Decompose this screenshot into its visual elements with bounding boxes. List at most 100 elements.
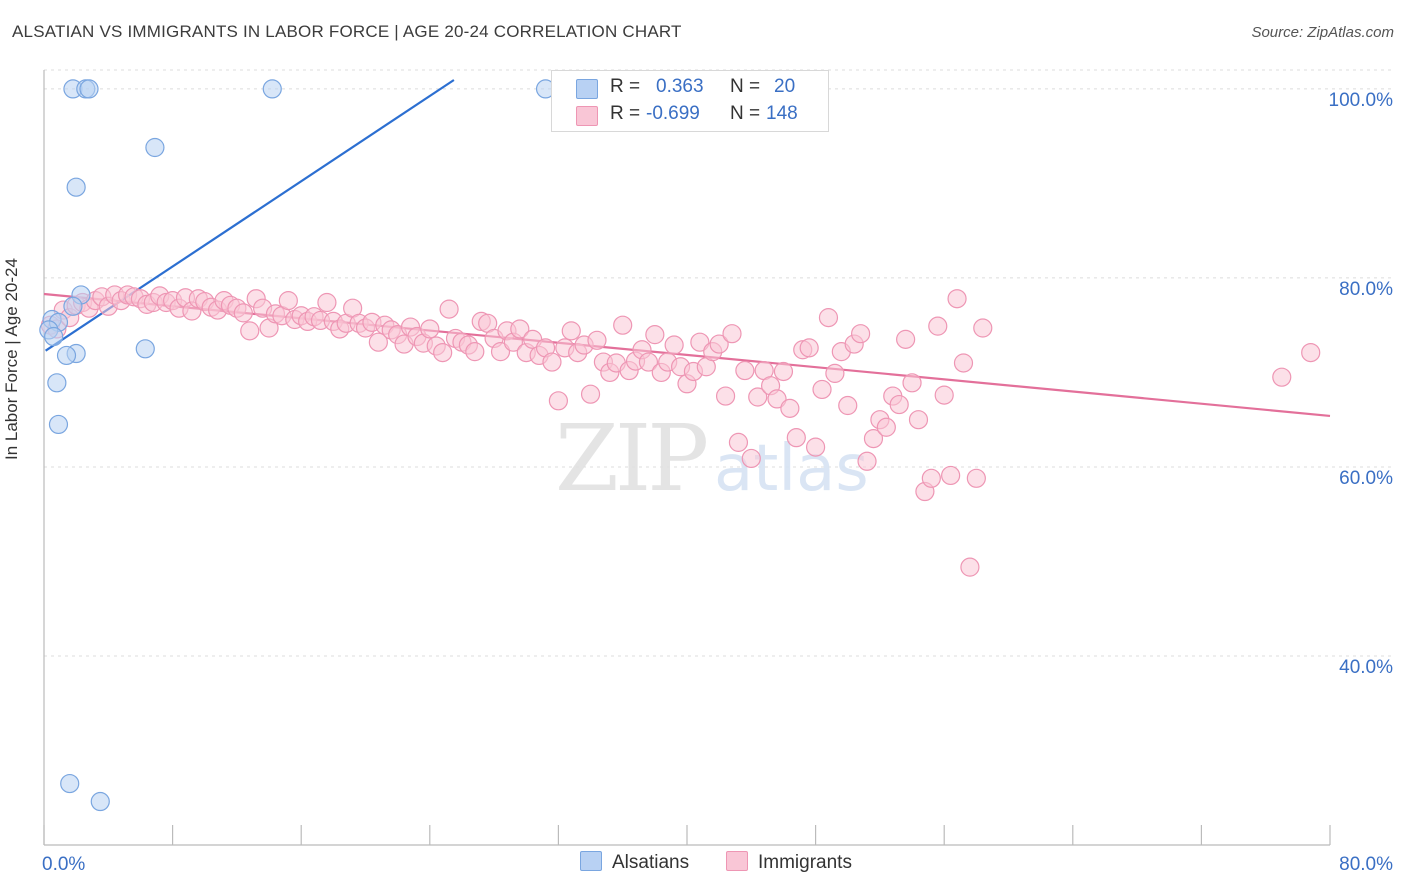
alsatians-point <box>90 791 110 812</box>
immigrants-point <box>638 352 659 372</box>
immigrants-point <box>613 315 633 335</box>
immigrants-point <box>233 303 253 323</box>
immigrants-point <box>715 386 736 406</box>
alsatians-point <box>48 414 69 435</box>
immigrants-point <box>728 432 749 452</box>
y-tick-label: 100.0% <box>1329 90 1394 111</box>
immigrants-point <box>973 318 993 338</box>
immigrants-point <box>966 468 986 488</box>
r-label: R = <box>610 103 641 124</box>
immigrants-point <box>317 292 337 313</box>
immigrants-point <box>941 465 961 486</box>
immigrants-point <box>580 384 601 404</box>
immigrants-point <box>953 353 974 373</box>
r-value: -0.699 <box>646 103 700 124</box>
immigrants-point <box>548 391 569 411</box>
r-label: R = <box>610 76 641 97</box>
alsatians-points <box>39 79 556 812</box>
immigrants-point <box>278 291 298 311</box>
watermark: ZIP atlas <box>555 405 869 512</box>
legend-label-alsatians: Alsatians <box>612 852 690 873</box>
legend-label-immigrants: Immigrants <box>758 852 852 873</box>
immigrants-point <box>561 321 581 341</box>
immigrants-point <box>240 321 260 341</box>
axes <box>43 70 1331 846</box>
immigrants-point <box>960 557 980 577</box>
n-label: N = <box>730 76 761 97</box>
immigrants-point <box>928 316 948 336</box>
immigrants-point <box>510 319 530 339</box>
immigrants-point <box>664 335 684 355</box>
y-tick-label: 60.0% <box>1339 468 1393 489</box>
immigrants-point <box>902 373 922 393</box>
grid-lines <box>44 69 1392 657</box>
immigrants-point <box>368 332 388 352</box>
y-tick-label: 80.0% <box>1339 279 1393 300</box>
immigrants-point <box>838 395 858 416</box>
immigrants-point <box>465 342 485 362</box>
y-axis-label: In Labor Force | Age 20-24 <box>2 258 21 460</box>
immigrants-point <box>896 329 916 349</box>
chart-title: ALSATIAN VS IMMIGRANTS IN LABOR FORCE | … <box>12 22 682 41</box>
immigrants-point <box>805 437 826 457</box>
immigrants-point <box>818 308 839 328</box>
alsatians-point <box>262 79 282 99</box>
immigrants-point <box>722 324 742 344</box>
immigrants-point <box>741 448 761 469</box>
x-tick-label: 0.0% <box>42 854 85 875</box>
alsatians-point <box>63 296 83 316</box>
alsatians-point <box>66 177 86 197</box>
immigrants-swatch <box>576 106 598 126</box>
immigrants-point <box>825 363 845 383</box>
y-tick-label: 40.0% <box>1339 657 1393 678</box>
immigrants-point <box>780 398 800 418</box>
legend-item-alsatians[interactable]: Alsatians <box>580 851 689 874</box>
immigrants-point <box>921 468 941 488</box>
stats-legend: R = 0.363 N = 20 R = -0.699 N = 148 <box>551 70 829 132</box>
legend-item-immigrants[interactable]: Immigrants <box>726 851 852 874</box>
immigrants-point <box>542 352 562 372</box>
immigrants-point <box>889 394 909 415</box>
immigrants-point <box>786 428 806 448</box>
immigrants-point <box>748 387 768 407</box>
immigrants-point <box>690 332 710 352</box>
immigrants-point <box>433 342 453 363</box>
immigrants-point <box>645 325 665 345</box>
immigrants-point <box>863 428 884 449</box>
n-value: 20 <box>774 76 796 97</box>
alsatians-point <box>60 773 80 794</box>
immigrants-point <box>1301 342 1321 363</box>
x-tick-label: 80.0% <box>1339 854 1393 875</box>
n-value: 148 <box>766 103 798 124</box>
alsatians-point <box>44 326 64 347</box>
immigrants-point <box>876 417 896 437</box>
immigrants-point <box>587 330 607 350</box>
alsatians-swatch <box>580 851 602 871</box>
immigrants-point <box>812 379 832 400</box>
immigrants-point <box>490 342 511 362</box>
immigrants-point <box>908 410 929 430</box>
immigrants-point <box>767 389 787 409</box>
immigrants-swatch <box>726 851 748 871</box>
alsatians-swatch <box>576 79 598 99</box>
alsatians-point <box>79 79 99 99</box>
alsatians-point <box>56 345 77 366</box>
immigrants-point <box>947 289 967 309</box>
r-value: 0.363 <box>656 76 704 97</box>
immigrants-point <box>934 385 954 405</box>
watermark-zip: ZIP <box>555 405 706 512</box>
alsatians-point <box>47 373 67 393</box>
n-label: N = <box>730 103 761 124</box>
immigrants-point <box>439 299 459 319</box>
source-attribution: Source: ZipAtlas.com <box>1251 24 1394 41</box>
immigrants-point <box>857 451 877 471</box>
immigrants-points <box>40 285 1321 577</box>
tick-labels: 40.0% 60.0% 80.0% 100.0% 0.0% 80.0% <box>42 90 1393 875</box>
immigrants-point <box>709 334 729 354</box>
immigrants-point <box>773 361 794 382</box>
immigrants-point <box>799 338 819 358</box>
immigrants-point <box>851 324 871 344</box>
alsatians-point <box>145 137 165 158</box>
alsatians-point <box>135 339 155 359</box>
